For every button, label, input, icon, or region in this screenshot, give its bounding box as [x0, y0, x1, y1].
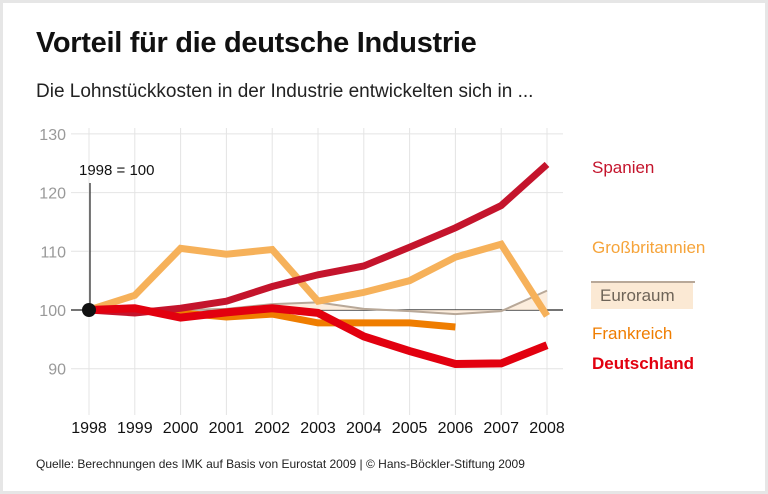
- legend-label-euroraum: Euroraum: [600, 286, 675, 305]
- y-tick-label: 120: [39, 186, 66, 203]
- x-tick-label: 2004: [346, 420, 382, 437]
- x-tick-label: 2007: [483, 420, 519, 437]
- series-line-spanien: [88, 161, 550, 317]
- annotation-label: 1998 = 100: [79, 162, 155, 179]
- legend-label-spanien: Spanien: [592, 158, 654, 177]
- chart-subtitle: Die Lohnstückkosten in der Industrie ent…: [36, 81, 534, 102]
- series-line-grossbritannien: [87, 240, 550, 318]
- chart-title: Vorteil für die deutsche Industrie: [36, 27, 477, 59]
- source-note: Quelle: Berechnungen des IMK auf Basis v…: [36, 457, 525, 471]
- series-line-deutschland: [88, 304, 549, 369]
- x-tick-label: 2001: [209, 420, 245, 437]
- x-tick-label: 1998: [71, 420, 107, 437]
- x-tick-label: 2000: [163, 420, 199, 437]
- x-tick-label: 2002: [254, 420, 290, 437]
- x-tick-label: 2008: [529, 420, 565, 437]
- y-tick-label: 130: [39, 127, 66, 144]
- x-tick-label: 2006: [438, 420, 474, 437]
- x-tick-label: 1999: [117, 420, 153, 437]
- x-tick-label: 2003: [300, 420, 336, 437]
- base-point-marker: [82, 303, 96, 317]
- legend-label-grossbritannien: Großbritannien: [592, 238, 705, 257]
- x-tick-label: 2005: [392, 420, 428, 437]
- legend-label-deutschland: Deutschland: [592, 354, 694, 373]
- y-tick-label: 90: [48, 362, 66, 379]
- line-chart: 90 100 110 120 130 1998 1999 2000 2001 2002 2003 20…: [39, 127, 705, 437]
- legend-euroraum-background: [591, 281, 693, 309]
- y-tick-label: 100: [39, 303, 66, 320]
- y-tick-label: 110: [40, 244, 66, 261]
- legend-label-frankreich: Frankreich: [592, 324, 672, 343]
